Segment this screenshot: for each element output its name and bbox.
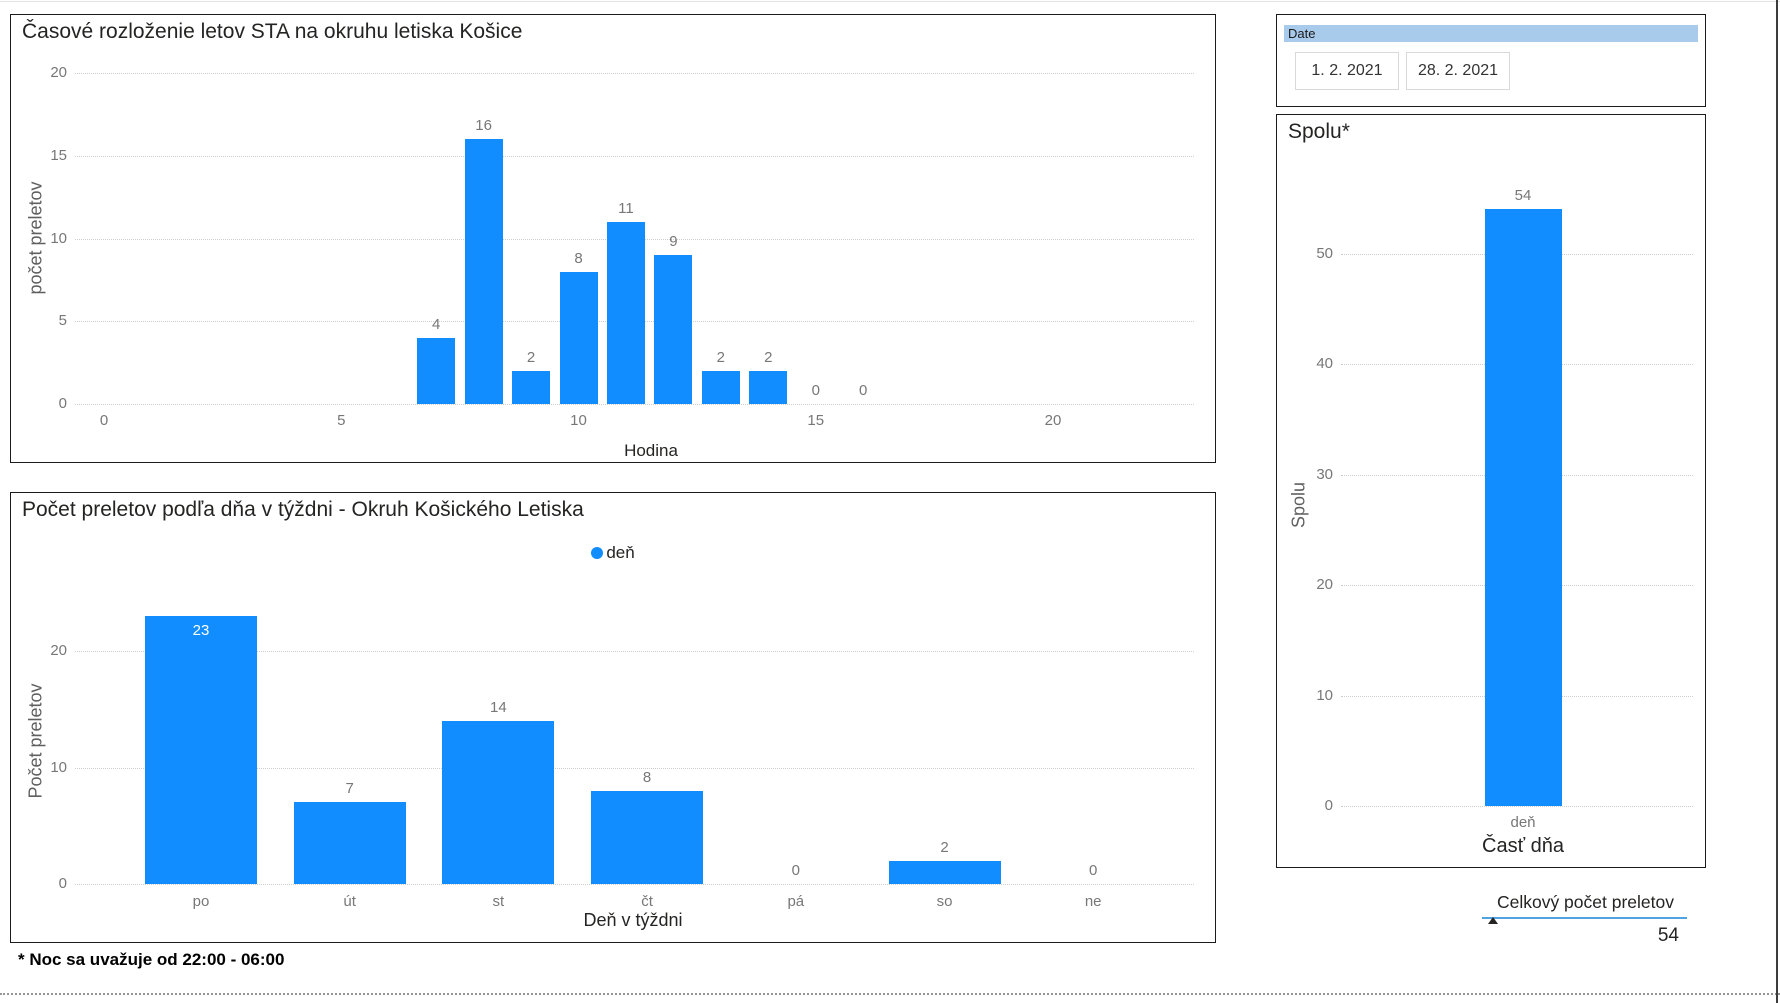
value-label: 11 <box>618 200 634 217</box>
value-label: 54 <box>1514 187 1532 204</box>
value-label: 8 <box>574 250 583 267</box>
bar-so[interactable] <box>889 861 1001 884</box>
gridline <box>1341 806 1693 807</box>
total-chart-panel: Spolu* Spolu Časť dňa 0 10 20 30 40 50 deň 54 <box>1276 114 1706 868</box>
value-label: 16 <box>475 117 492 134</box>
category-label: po <box>192 893 210 910</box>
start-date-input[interactable]: 1. 2. 2021 <box>1295 52 1399 90</box>
gridline <box>75 884 1194 885</box>
category-label: čt <box>641 893 653 910</box>
gridline <box>75 73 1194 74</box>
slicer-header[interactable]: Date <box>1284 25 1698 42</box>
y-tick-label: 20 <box>50 64 67 81</box>
y-tick-label: 20 <box>1316 576 1333 593</box>
value-label: 2 <box>526 349 536 366</box>
y-tick-label: 10 <box>50 230 67 247</box>
y-axis-title-total: Spolu <box>1288 481 1309 529</box>
legend-marker-icon <box>591 547 604 559</box>
category-label: ne <box>1084 893 1102 910</box>
header-underline <box>1482 917 1687 919</box>
y-tick-label: 10 <box>50 759 67 776</box>
bar-7[interactable] <box>417 338 455 404</box>
y-tick-label: 50 <box>1316 245 1333 262</box>
weekday-chart-panel: Počet preletov podľa dňa v týždni - Okru… <box>10 492 1216 943</box>
hourly-chart-panel: Časové rozloženie letov STA na okruhu le… <box>10 14 1216 463</box>
legend-item-den[interactable]: deň <box>606 543 635 562</box>
bar-čt[interactable] <box>591 791 703 884</box>
bar-10[interactable] <box>560 272 598 404</box>
category-label: pá <box>787 893 805 910</box>
x-tick-label: 10 <box>570 412 587 429</box>
chart-title-total: Spolu* <box>1288 120 1350 143</box>
end-date-input[interactable]: 28. 2. 2021 <box>1406 52 1510 90</box>
gridline <box>75 651 1194 652</box>
y-tick-label: 15 <box>50 147 67 164</box>
y-tick-label: 40 <box>1316 355 1333 372</box>
category-label: deň <box>1510 814 1536 831</box>
value-label: 23 <box>192 622 210 639</box>
value-label: 0 <box>859 382 868 399</box>
chart-title-hourly: Časové rozloženie letov STA na okruhu le… <box>22 20 523 43</box>
bar-út[interactable] <box>294 802 406 884</box>
bar-8[interactable] <box>465 139 503 404</box>
category-label: so <box>936 893 953 910</box>
bar-9[interactable] <box>512 371 550 404</box>
value-label: 2 <box>764 349 773 366</box>
x-tick-label: 15 <box>807 412 825 429</box>
value-label: 9 <box>669 233 678 250</box>
y-tick-label: 0 <box>1324 797 1333 814</box>
y-tick-label: 0 <box>58 875 67 892</box>
top-divider <box>0 1 1780 2</box>
x-tick-label: 5 <box>337 412 346 429</box>
category-label: út <box>343 893 356 910</box>
bar-12[interactable] <box>654 255 692 404</box>
category-label: st <box>492 893 505 910</box>
legend: deň <box>11 543 1215 563</box>
gridline <box>75 156 1194 157</box>
page-boundary-dotted-line <box>0 993 1780 995</box>
value-label: 2 <box>716 349 726 366</box>
value-label: 2 <box>940 839 949 856</box>
bar-13[interactable] <box>702 371 740 404</box>
value-label: 0 <box>811 382 820 399</box>
bar-11[interactable] <box>607 222 645 404</box>
x-axis-title-hourly: Hodina <box>624 441 678 460</box>
bar-st[interactable] <box>442 721 554 884</box>
x-axis-title-total: Časť dňa <box>1482 835 1564 857</box>
bar-deň[interactable] <box>1485 209 1562 806</box>
total-value: 54 <box>1657 925 1679 946</box>
value-label: 14 <box>490 699 507 716</box>
y-axis-title-weekday: Počet preletov <box>25 683 46 799</box>
y-tick-label: 5 <box>58 312 67 329</box>
x-tick-label: 0 <box>99 412 109 429</box>
value-label: 0 <box>791 862 800 879</box>
footnote: * Noc sa uvažuje od 22:00 - 06:00 <box>18 950 285 969</box>
bar-po[interactable] <box>145 616 257 884</box>
value-label: 0 <box>1089 862 1098 879</box>
gridline <box>75 768 1194 769</box>
x-tick-label: 20 <box>1044 412 1062 429</box>
total-table-card: Celkový počet preletov 54 <box>1482 892 1687 947</box>
gridline <box>75 404 1194 405</box>
table-column-header[interactable]: Celkový počet preletov <box>1496 892 1674 912</box>
value-label: 8 <box>642 769 652 786</box>
right-edge-line <box>1776 0 1778 1003</box>
sort-ascending-icon[interactable] <box>1488 917 1498 924</box>
y-tick-label: 10 <box>1316 687 1333 704</box>
x-axis-title-weekday: Deň v týždni <box>583 910 683 930</box>
value-label: 7 <box>345 780 354 797</box>
y-tick-label: 20 <box>50 642 67 659</box>
chart-title-weekday: Počet preletov podľa dňa v týždni - Okru… <box>22 498 584 521</box>
bar-14[interactable] <box>749 371 787 404</box>
y-tick-label: 0 <box>58 395 67 412</box>
y-tick-label: 30 <box>1316 466 1333 483</box>
date-slicer-panel: Date 1. 2. 2021 28. 2. 2021 <box>1276 14 1706 107</box>
value-label: 4 <box>431 316 441 333</box>
